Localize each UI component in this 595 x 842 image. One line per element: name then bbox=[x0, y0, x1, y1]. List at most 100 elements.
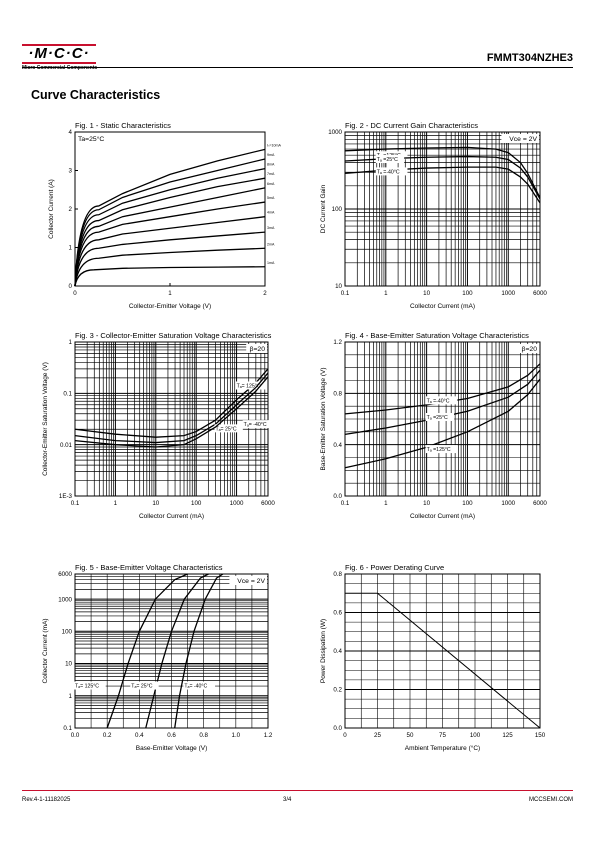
logo-text: ·M·C·C· bbox=[28, 45, 90, 62]
fig6-xtick-label: 50 bbox=[407, 732, 414, 739]
fig5-title: Fig. 5 - Base-Emitter Voltage Characteri… bbox=[75, 563, 223, 572]
fig1-series-line bbox=[74, 216, 266, 287]
fig1-series-line bbox=[74, 148, 266, 287]
fig6-ytick-label: 0.6 bbox=[333, 610, 342, 617]
footer-revision: Rev.4-1-11182025 bbox=[22, 797, 71, 803]
fig3-xtick-label: 6000 bbox=[261, 500, 275, 507]
fig1-series-line bbox=[74, 187, 266, 287]
fig1-series-label: 4mA bbox=[267, 211, 275, 215]
fig2-xtick-label: 0.1 bbox=[341, 290, 350, 297]
chart-fig4: Fig. 4 - Base-Emitter Saturation Voltage… bbox=[310, 326, 570, 536]
chart-fig3: Fig. 3 - Collector-Emitter Saturation Vo… bbox=[20, 326, 290, 536]
fig1-ytick-label: 0 bbox=[69, 283, 73, 290]
fig4-xtick-label: 0.1 bbox=[341, 500, 350, 507]
fig1-series-label: 3mA bbox=[267, 226, 275, 230]
fig6-svg: Fig. 6 - Power Derating Curve 0 25 50 75 100 1… bbox=[320, 563, 546, 752]
fig3-title: Fig. 3 - Collector-Emitter Saturation Vo… bbox=[75, 331, 272, 340]
fig6-grid bbox=[344, 573, 541, 729]
fig5-series-label: Tₐ= -40°C bbox=[184, 684, 207, 690]
fig1-annotation: Ta=25°C bbox=[78, 135, 104, 143]
fig1-ytick-label: 3 bbox=[69, 168, 73, 175]
fig5-xtick-label: 0.6 bbox=[167, 732, 176, 739]
fig2-xtick-label: 100 bbox=[462, 290, 473, 297]
chart-fig5: Fig. 5 - Base-Emitter Voltage Characteri… bbox=[20, 558, 290, 768]
fig4-series-label: Tₐ =125°C bbox=[427, 447, 451, 453]
fig5-plot-frame bbox=[74, 573, 269, 729]
fig3-series-label-bg bbox=[214, 424, 243, 433]
footer-page: 3/4 bbox=[283, 797, 292, 803]
fig5-xlabel: Base-Emitter Voltage (V) bbox=[136, 745, 208, 752]
fig5-series-line bbox=[174, 573, 224, 729]
fig4-xlabel: Collector Current (mA) bbox=[410, 513, 475, 520]
fig1-series-line bbox=[74, 167, 266, 287]
fig4-title: Fig. 4 - Base-Emitter Saturation Voltage… bbox=[345, 331, 529, 340]
fig5-xtick-label: 0.2 bbox=[103, 732, 112, 739]
fig4-xtick-label: 6000 bbox=[533, 500, 547, 507]
fig3-series-label-bg bbox=[235, 381, 268, 390]
fig3-annotation-bg bbox=[246, 344, 267, 353]
fig3-grid bbox=[74, 342, 269, 497]
fig3-series-label: Tₐ= -40°C bbox=[244, 422, 267, 428]
fig2-ylabel: DC Current Gain bbox=[320, 184, 327, 233]
fig2-xtick-label: 6000 bbox=[533, 290, 547, 297]
fig2-ytick-label: 1000 bbox=[328, 129, 342, 136]
fig5-series-label: Tₐ= 25°C bbox=[131, 684, 152, 690]
footer-rule bbox=[22, 790, 573, 791]
header-rule bbox=[22, 67, 573, 68]
fig2-plot-frame bbox=[344, 131, 541, 287]
logo-bottom-line bbox=[22, 62, 96, 64]
fig4-series-label-bg bbox=[425, 396, 458, 405]
fig3-ylabel: Collector-Emitter Saturation Voltage (V) bbox=[42, 362, 49, 476]
fig3-ytick-label: 1 bbox=[69, 339, 73, 346]
fig2-series-label: Tₐ =25°C bbox=[377, 157, 398, 163]
fig5-series-label-bg bbox=[130, 681, 159, 690]
fig5-ytick-label: 10 bbox=[65, 661, 72, 668]
fig5-series-line bbox=[106, 573, 188, 729]
fig1-xtick-label: 0 bbox=[73, 290, 77, 297]
fig2-ytick-label: 10 bbox=[335, 283, 342, 290]
fig2-series-line bbox=[344, 146, 541, 199]
fig1-xtick-label: 1 bbox=[168, 290, 172, 297]
fig5-ytick-label: 0.1 bbox=[63, 725, 72, 732]
fig4-series-label-bg bbox=[425, 445, 458, 454]
fig1-xlabel: Collector-Emitter Voltage (V) bbox=[129, 303, 211, 310]
fig5-series-label-bg bbox=[74, 681, 106, 690]
fig4-series-label-bg bbox=[425, 413, 455, 421]
fig6-title: Fig. 6 - Power Derating Curve bbox=[345, 563, 444, 572]
fig6-series-line bbox=[345, 592, 541, 729]
fig5-grid bbox=[74, 573, 269, 729]
fig4-xtick-label: 1000 bbox=[501, 500, 515, 507]
fig3-series-label-bg bbox=[242, 420, 275, 429]
part-number: FMMT304NZHE3 bbox=[486, 52, 573, 64]
fig3-xlabel: Collector Current (mA) bbox=[139, 513, 204, 520]
fig4-xtick-label: 100 bbox=[462, 500, 473, 507]
fig4-series-line bbox=[344, 378, 541, 469]
fig5-xtick-label: 0.4 bbox=[135, 732, 144, 739]
fig3-xtick-label: 10 bbox=[152, 500, 159, 507]
fig4-plot-frame bbox=[344, 341, 541, 497]
fig1-series-line bbox=[74, 266, 266, 287]
fig1-xtick-label: 2 bbox=[263, 290, 267, 297]
fig5-ytick-label: 6000 bbox=[58, 571, 72, 578]
fig1-series-line bbox=[74, 201, 266, 287]
fig1-series-label: 1mA bbox=[267, 261, 275, 265]
fig6-xtick-label: 25 bbox=[374, 732, 381, 739]
fig5-xtick-label: 1.2 bbox=[264, 732, 273, 739]
footer-site: MCCSEMI.COM bbox=[529, 797, 573, 803]
fig2-xtick-label: 10 bbox=[423, 290, 430, 297]
fig4-ytick-label: 0.4 bbox=[333, 442, 342, 449]
fig1-ytick-label: 2 bbox=[69, 206, 73, 213]
fig6-xtick-label: 125 bbox=[502, 732, 513, 739]
fig1-svg: Fig. 1 - Static Characteristics 0 1 2 0 1 2 3 4 C… bbox=[48, 121, 282, 310]
fig5-ytick-label: 1000 bbox=[58, 596, 72, 603]
fig5-series-label-bg bbox=[183, 681, 216, 690]
fig2-xtick-label: 1 bbox=[384, 290, 388, 297]
fig3-plot-frame bbox=[74, 341, 269, 497]
fig1-series-label: 8mA bbox=[267, 163, 275, 167]
fig6-ytick-label: 0.0 bbox=[333, 725, 342, 732]
fig2-ytick-label: 100 bbox=[332, 206, 343, 213]
fig4-ytick-label: 1.2 bbox=[333, 339, 342, 346]
fig2-svg: Fig. 2 - DC Current Gain Characteristics… bbox=[320, 121, 547, 310]
logo-top-line bbox=[22, 44, 96, 46]
fig1-series-label: 6mA bbox=[267, 182, 275, 186]
